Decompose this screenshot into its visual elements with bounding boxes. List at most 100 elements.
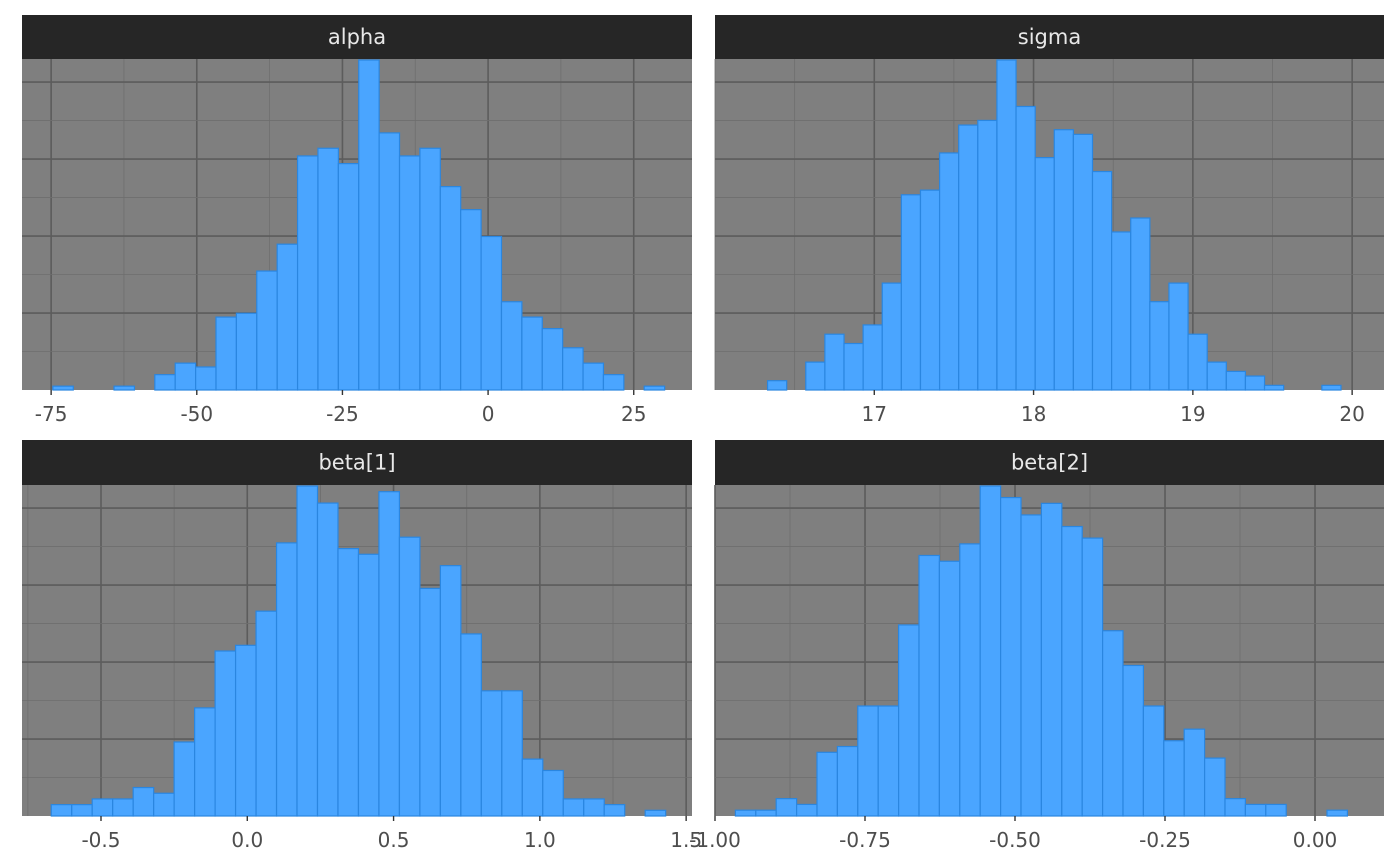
histogram-bar [1168, 282, 1189, 391]
histogram-bar [938, 560, 961, 817]
histogram-bar [602, 374, 625, 391]
histogram-bar [378, 491, 401, 817]
histogram-bar [1091, 170, 1113, 391]
histogram-bar [1034, 157, 1055, 391]
histogram-bar [999, 496, 1022, 817]
x-tick-label: 25 [621, 402, 646, 426]
histogram-bar [977, 119, 998, 391]
x-tick-label: 0.5 [378, 828, 410, 852]
histogram-bar [1183, 728, 1206, 817]
histogram-bar [1187, 333, 1208, 391]
histogram-bar [521, 758, 544, 817]
x-tick-label: 19 [1180, 402, 1205, 426]
histogram-bar [316, 502, 339, 817]
histogram-bar [153, 792, 175, 817]
histogram-bar [958, 124, 979, 391]
x-tick-label: 17 [862, 402, 887, 426]
x-tick-label: -25 [326, 402, 359, 426]
histogram-bar [358, 59, 380, 391]
histogram-bar [775, 798, 798, 817]
histogram-bar [337, 547, 360, 817]
histogram-bar [1130, 217, 1151, 391]
x-tick-label: 1.5 [670, 828, 702, 852]
histogram-bar [1101, 630, 1124, 817]
histogram-bar [1081, 537, 1104, 817]
facet-title: beta[1] [318, 451, 395, 475]
histogram-bar [1072, 133, 1094, 391]
histogram-bar [805, 361, 826, 391]
x-tick-label: 0.0 [231, 828, 263, 852]
histogram-bar [1326, 809, 1348, 817]
x-tick-label: -0.5 [81, 828, 120, 852]
histogram-bar [900, 194, 922, 391]
histogram-bar [132, 786, 155, 817]
histogram-bar [1061, 525, 1083, 817]
histogram-bar [419, 587, 441, 817]
histogram-bar [195, 366, 217, 391]
histogram-bar [836, 745, 859, 817]
histogram-bar [996, 59, 1017, 391]
histogram-bar [1040, 502, 1063, 817]
histogram-bar [603, 804, 626, 817]
histogram-bar [500, 301, 523, 391]
x-tick-label: 20 [1339, 402, 1364, 426]
facet-strip [22, 15, 692, 59]
histogram-bar [174, 362, 197, 391]
histogram-bar [357, 553, 380, 817]
histogram-bar [1244, 375, 1266, 391]
histogram-bar [296, 485, 319, 817]
x-tick-label: -75 [35, 402, 68, 426]
histogram-bar [824, 333, 845, 391]
histogram-bar [1149, 301, 1170, 391]
histogram-bar [877, 705, 900, 817]
histogram-bar [938, 152, 960, 391]
histogram-bar [643, 385, 666, 391]
facet-strip [715, 440, 1384, 485]
histogram-bar [501, 690, 523, 817]
x-tick-label: 18 [1021, 402, 1046, 426]
histogram-bar [1224, 798, 1246, 817]
histogram-bar [50, 804, 73, 817]
histogram-bar [480, 235, 503, 391]
histogram-bar [439, 565, 462, 817]
histogram-bar [113, 385, 136, 391]
histogram-bar [91, 798, 114, 817]
facet-panel-beta-1: beta[1] -0.5 0.0 0.5 1.0 1.5 [22, 440, 702, 852]
x-tick-label: -1.00 [689, 828, 741, 852]
x-tick-label: -50 [180, 402, 213, 426]
facet-panel-sigma: sigma 17 18 19 20 [714, 15, 1384, 426]
histogram-bar [480, 690, 503, 817]
histogram-bar [398, 155, 421, 391]
histogram-bar [979, 485, 1002, 817]
histogram-bar [583, 798, 605, 817]
histogram-bar [1206, 361, 1227, 391]
histogram-bar [1265, 803, 1287, 817]
histogram-bar [52, 385, 74, 391]
histogram-bar [1321, 384, 1342, 391]
histogram-bar [755, 809, 777, 817]
histogram-bar [918, 554, 940, 817]
histogram-bar [1122, 664, 1144, 817]
histogram-bar [1020, 514, 1042, 817]
x-tick-label: -0.75 [839, 828, 891, 852]
histogram-bar [1244, 803, 1267, 817]
x-tick-label: 1.0 [524, 828, 556, 852]
histogram-bar [255, 610, 278, 817]
histogram-bar [881, 282, 902, 391]
facet-panel-beta-2: beta[2] -1.00 -0.75 -0.50 -0.25 0.00 [689, 440, 1384, 852]
facet-title: alpha [328, 25, 386, 49]
histogram-bar [154, 374, 176, 391]
x-tick-label: 0.00 [1293, 828, 1338, 852]
histogram-bar [234, 644, 257, 817]
x-tick-label: -0.25 [1139, 828, 1191, 852]
histogram-bar [644, 809, 667, 817]
histogram-bar [398, 536, 421, 817]
histogram-bar [843, 342, 864, 391]
facet-title: sigma [1018, 25, 1081, 49]
histogram-bar [1015, 105, 1036, 391]
histogram-bar [460, 209, 482, 391]
histogram-bar [816, 751, 838, 817]
histogram-bar [562, 347, 584, 391]
facet-panel-alpha: alpha -75 -50 -25 0 25 [22, 15, 692, 426]
histogram-bar [112, 798, 134, 817]
